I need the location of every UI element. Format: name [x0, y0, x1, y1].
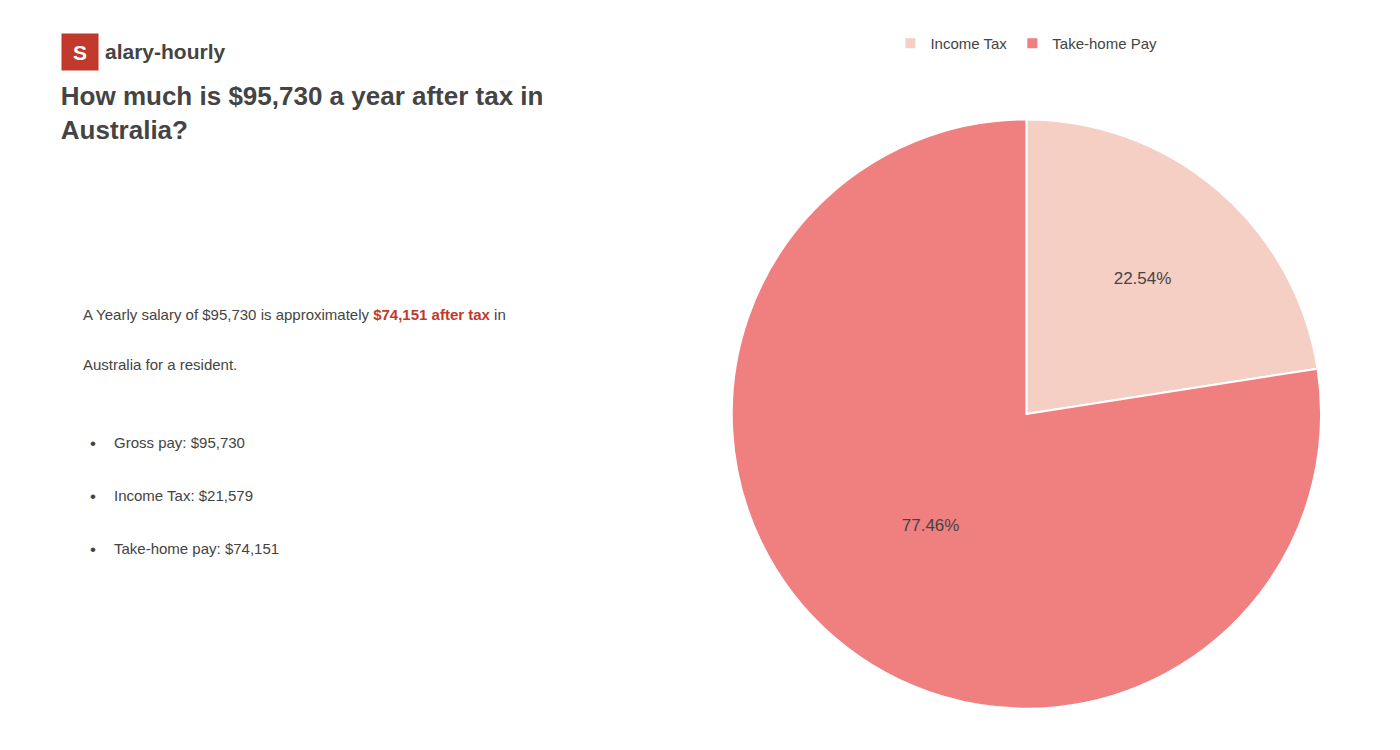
svg-text:S: S: [73, 41, 87, 64]
svg-text:alary-hourly: alary-hourly: [105, 40, 226, 63]
svg-text:Income Tax: $21,579: Income Tax: $21,579: [114, 487, 253, 504]
svg-text:Australia for a resident.: Australia for a resident.: [83, 356, 237, 373]
svg-text:•: •: [90, 434, 96, 453]
svg-text:Take-home pay: $74,151: Take-home pay: $74,151: [114, 540, 279, 557]
svg-text:•: •: [90, 540, 96, 559]
svg-text:A Yearly salary of $95,730 is: A Yearly salary of $95,730 is approximat…: [83, 306, 506, 323]
svg-text:22.54%: 22.54%: [1114, 269, 1172, 288]
svg-text:77.46%: 77.46%: [902, 516, 960, 535]
svg-text:Income Tax: Income Tax: [930, 35, 1007, 52]
svg-text:How much is $95,730 a year aft: How much is $95,730 a year after tax inA…: [61, 81, 544, 145]
svg-text:•: •: [90, 487, 96, 506]
svg-text:Take-home Pay: Take-home Pay: [1052, 35, 1157, 52]
svg-text:Gross pay: $95,730: Gross pay: $95,730: [114, 434, 245, 451]
